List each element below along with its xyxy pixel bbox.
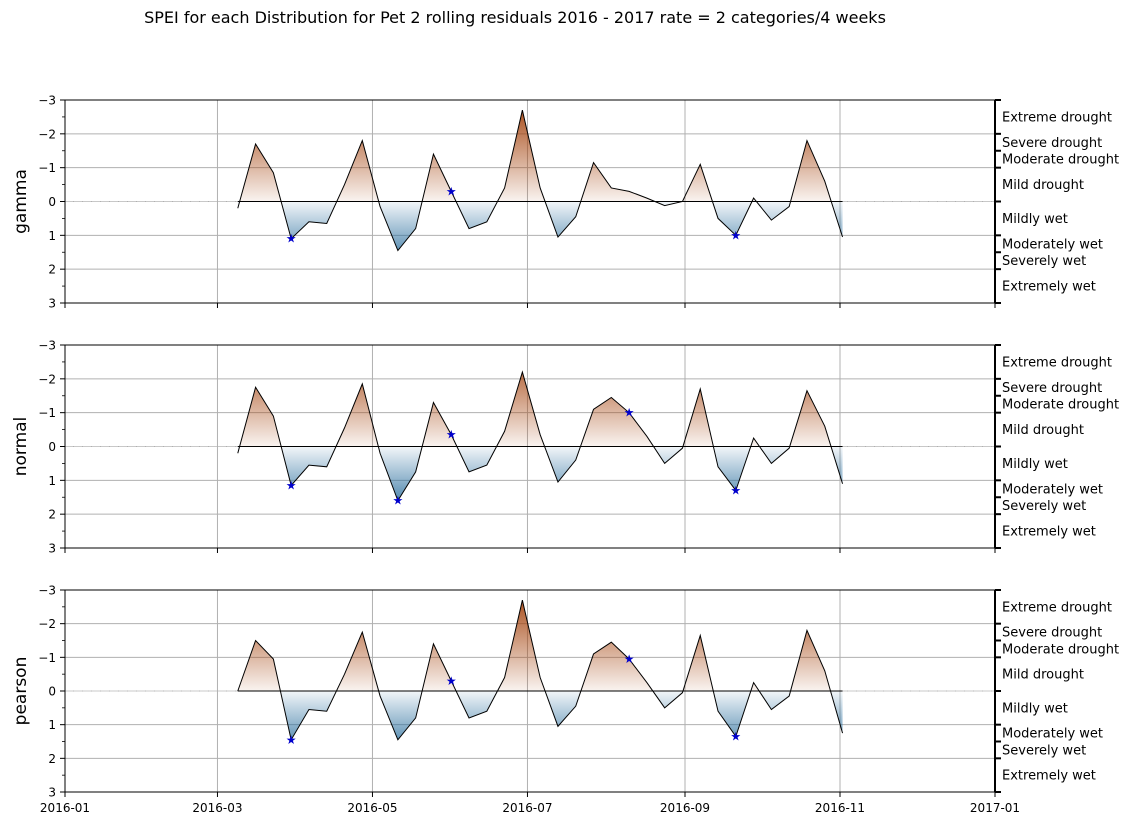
marker-star: ★ xyxy=(446,184,457,198)
wet-area xyxy=(237,691,843,740)
y-tick-label: 0 xyxy=(48,195,56,209)
category-label: Mild drought xyxy=(1002,668,1084,683)
y-tick-label: 3 xyxy=(48,297,56,311)
y-tick-label: 2 xyxy=(48,752,56,766)
category-label: Mildly wet xyxy=(1002,457,1068,472)
category-label: Extreme drought xyxy=(1002,110,1112,125)
y-tick-label: −3 xyxy=(38,584,56,598)
category-label: Extremely wet xyxy=(1002,525,1096,540)
marker-star: ★ xyxy=(624,652,635,666)
category-label: Moderately wet xyxy=(1002,482,1103,497)
y-tick-label: 2 xyxy=(48,508,56,522)
x-tick-label: 2016-07 xyxy=(502,801,552,815)
x-tick-label: 2016-09 xyxy=(660,801,710,815)
y-axis-label: normal xyxy=(11,417,31,477)
y-tick-label: 3 xyxy=(48,542,56,556)
category-label: Moderate drought xyxy=(1002,642,1119,657)
marker-star: ★ xyxy=(730,729,741,743)
wet-area xyxy=(237,201,843,251)
chart-title: SPEI for each Distribution for Pet 2 rol… xyxy=(144,8,886,27)
category-label: Extreme drought xyxy=(1002,600,1112,615)
marker-star: ★ xyxy=(286,478,297,492)
y-tick-label: 2 xyxy=(48,263,56,277)
panel-normal: ★ ★ ★ ★ ★ −3 −2 −1 0 1 2 3 normal Extreme drought Seve… xyxy=(11,339,1119,556)
y-tick-label: 0 xyxy=(48,685,56,699)
y-tick-label: 1 xyxy=(48,229,56,243)
category-label: Moderate drought xyxy=(1002,153,1119,168)
x-tick-label: 2016-05 xyxy=(347,801,397,815)
category-label: Extreme drought xyxy=(1002,355,1112,370)
y-tick-label: −2 xyxy=(38,617,56,631)
y-tick-label: 3 xyxy=(48,786,56,800)
marker-star: ★ xyxy=(446,674,457,688)
category-label: Extremely wet xyxy=(1002,280,1096,295)
marker-star: ★ xyxy=(286,232,297,246)
category-label: Mild drought xyxy=(1002,423,1084,438)
y-tick-label: 0 xyxy=(48,440,56,454)
category-label: Extremely wet xyxy=(1002,769,1096,784)
category-label: Mildly wet xyxy=(1002,701,1068,716)
x-tick-label: 2017-01 xyxy=(970,801,1020,815)
y-tick-label: −1 xyxy=(38,651,56,665)
category-label: Mildly wet xyxy=(1002,212,1068,227)
drought-area xyxy=(237,372,843,447)
category-label: Severe drought xyxy=(1002,626,1102,641)
wet-area xyxy=(237,446,843,501)
series-line xyxy=(237,370,844,502)
y-tick-label: −3 xyxy=(38,94,56,108)
y-tick-label: −3 xyxy=(38,339,56,353)
x-tick-label: 2016-03 xyxy=(192,801,242,815)
marker-star: ★ xyxy=(730,483,741,497)
category-label: Moderate drought xyxy=(1002,398,1119,413)
category-label: Moderately wet xyxy=(1002,727,1103,742)
category-label: Moderately wet xyxy=(1002,237,1103,252)
y-tick-label: −1 xyxy=(38,161,56,175)
category-label: Mild drought xyxy=(1002,178,1084,193)
marker-star: ★ xyxy=(624,406,635,420)
category-label: Severely wet xyxy=(1002,499,1086,514)
category-label: Severely wet xyxy=(1002,743,1086,758)
y-axis-label: pearson xyxy=(11,657,31,726)
series-line xyxy=(237,599,844,742)
y-tick-label: −2 xyxy=(38,127,56,141)
drought-area xyxy=(237,110,843,202)
series-line xyxy=(237,110,844,252)
panel-gamma: ★ ★ ★ −3 −2 −1 0 1 2 3 gamma Extreme drought Severe … xyxy=(11,94,1119,311)
y-tick-label: −1 xyxy=(38,406,56,420)
marker-star: ★ xyxy=(286,733,297,747)
marker-star: ★ xyxy=(730,228,741,242)
category-label: Severe drought xyxy=(1002,381,1102,396)
marker-star: ★ xyxy=(446,428,457,442)
y-tick-label: 1 xyxy=(48,718,56,732)
drought-area xyxy=(237,600,843,691)
y-tick-label: −2 xyxy=(38,372,56,386)
y-tick-label: 1 xyxy=(48,474,56,488)
category-label: Severe drought xyxy=(1002,136,1102,151)
marker-star: ★ xyxy=(392,494,403,508)
y-axis-label: gamma xyxy=(11,169,31,234)
x-tick-label: 2016-11 xyxy=(815,801,865,815)
x-tick-label: 2016-01 xyxy=(40,801,90,815)
category-label: Severely wet xyxy=(1002,254,1086,269)
